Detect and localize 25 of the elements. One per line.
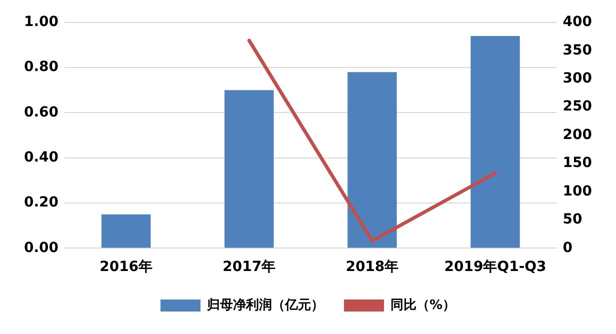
y-tick-label: 0.80 (24, 59, 59, 76)
bar (348, 72, 397, 248)
y2-tick-label: 250 (562, 98, 592, 115)
bar (101, 214, 151, 248)
bar (224, 90, 274, 248)
y-tick-label: 0.60 (24, 104, 59, 120)
y2-tick-label: 0 (562, 240, 573, 256)
x-tick-label: 2016年 (100, 259, 153, 276)
y2-tick-label: 100 (562, 183, 592, 200)
x-tick-label: 2018年 (346, 259, 399, 276)
y2-tick-label: 150 (562, 155, 592, 172)
y2-tick-label: 200 (562, 126, 592, 143)
y2-tick-label: 400 (562, 14, 592, 30)
y2-tick-label: 50 (562, 212, 583, 228)
y-tick-label: 0.00 (24, 240, 59, 256)
legend-label: 同比（%） (390, 298, 456, 313)
x-tick-label: 2019年Q1-Q3 (444, 259, 546, 276)
y-tick-label: 1.00 (24, 14, 59, 30)
bar (470, 36, 520, 248)
y2-tick-label: 300 (562, 70, 592, 86)
y2-tick-label: 350 (562, 42, 592, 58)
x-tick-label: 2017年 (222, 259, 276, 276)
legend-label: 归母净利润（亿元） (206, 296, 324, 313)
y-tick-label: 0.20 (24, 194, 59, 211)
y-tick-label: 0.40 (24, 150, 59, 166)
